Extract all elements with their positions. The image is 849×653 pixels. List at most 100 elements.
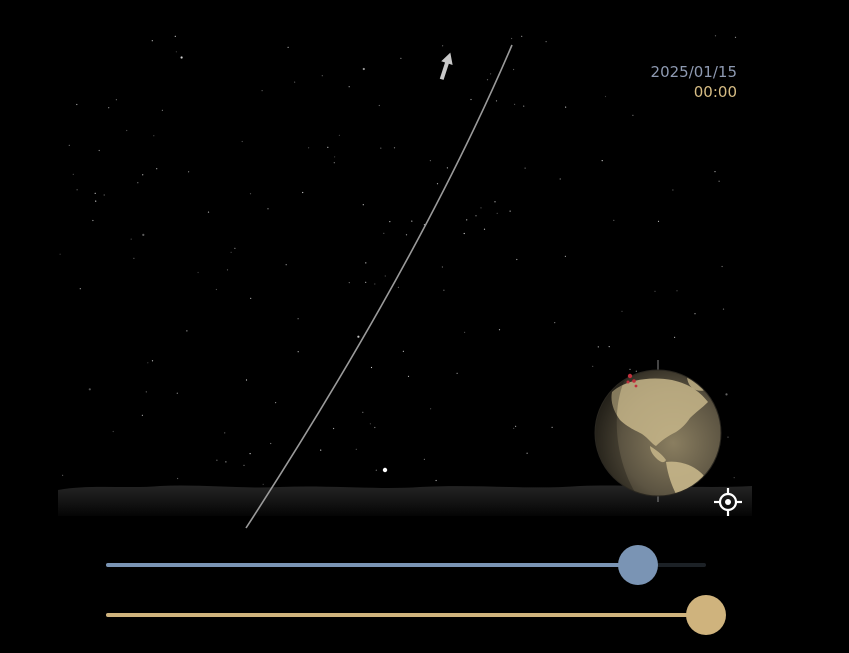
star <box>250 297 252 299</box>
star <box>592 365 594 367</box>
star <box>727 436 729 438</box>
star <box>608 346 610 348</box>
star <box>733 477 735 479</box>
star <box>654 290 656 292</box>
star-field <box>59 35 737 485</box>
star <box>177 477 179 480</box>
star <box>725 393 728 396</box>
star <box>369 423 371 425</box>
star <box>141 414 143 416</box>
star <box>115 99 117 101</box>
star <box>355 448 357 450</box>
star <box>554 322 556 324</box>
star <box>526 452 528 454</box>
crosshair-icon <box>714 488 742 516</box>
star <box>565 106 567 108</box>
star <box>308 147 310 149</box>
star <box>407 375 410 377</box>
star <box>515 425 517 427</box>
star <box>370 366 373 369</box>
star <box>374 426 376 429</box>
star <box>694 313 696 315</box>
star <box>333 162 335 164</box>
star <box>514 103 516 105</box>
star <box>714 35 717 37</box>
star <box>176 392 178 394</box>
star <box>79 288 81 290</box>
star <box>151 40 153 42</box>
star <box>98 149 100 152</box>
star <box>142 233 145 236</box>
star <box>234 247 236 249</box>
star <box>186 330 188 332</box>
star <box>334 156 336 158</box>
star <box>145 391 147 393</box>
star <box>463 232 465 235</box>
star <box>498 329 501 331</box>
star <box>470 98 472 101</box>
star <box>133 257 135 259</box>
star <box>523 105 525 107</box>
earth-globe[interactable] <box>594 360 722 502</box>
secondary-slider-thumb[interactable] <box>686 595 726 635</box>
star <box>441 266 443 268</box>
star <box>270 442 272 445</box>
star <box>88 388 91 391</box>
star <box>375 469 377 471</box>
star <box>443 289 445 291</box>
primary-slider-thumb[interactable] <box>618 545 658 585</box>
star <box>153 135 155 137</box>
star <box>216 459 218 461</box>
primary-slider[interactable] <box>106 545 706 585</box>
star <box>224 432 226 434</box>
star <box>72 173 74 175</box>
star <box>597 346 599 348</box>
star <box>68 144 70 146</box>
star <box>475 215 477 217</box>
star <box>513 427 515 429</box>
star <box>466 219 468 221</box>
star <box>380 147 382 149</box>
star <box>226 269 229 271</box>
star <box>287 46 289 49</box>
star <box>95 200 97 202</box>
star <box>436 183 439 185</box>
star <box>446 167 448 169</box>
star <box>333 427 335 430</box>
star <box>230 251 232 253</box>
secondary-slider[interactable] <box>106 595 726 635</box>
star <box>76 189 78 191</box>
star <box>175 51 177 53</box>
star <box>137 182 139 184</box>
primary-slider-fill <box>106 563 638 567</box>
star <box>456 372 458 374</box>
star <box>365 281 367 283</box>
star <box>348 282 350 284</box>
star <box>405 234 408 236</box>
secondary-slider-fill <box>106 613 706 617</box>
star <box>435 479 437 482</box>
star <box>285 264 287 266</box>
star <box>362 411 364 413</box>
star <box>524 167 526 169</box>
star <box>112 430 114 433</box>
star <box>511 37 513 40</box>
star <box>225 461 227 463</box>
star <box>327 146 329 148</box>
star <box>730 71 732 73</box>
star <box>374 283 376 285</box>
star <box>147 362 149 364</box>
star <box>241 140 243 143</box>
horizon-ground <box>58 485 752 516</box>
star <box>161 109 163 111</box>
star <box>442 45 444 47</box>
star <box>551 426 553 428</box>
star <box>357 335 360 338</box>
star <box>62 474 64 476</box>
star <box>430 408 432 410</box>
recenter-button[interactable] <box>712 486 744 518</box>
star <box>601 160 603 162</box>
arrow-icon <box>439 52 453 80</box>
star <box>494 201 496 203</box>
